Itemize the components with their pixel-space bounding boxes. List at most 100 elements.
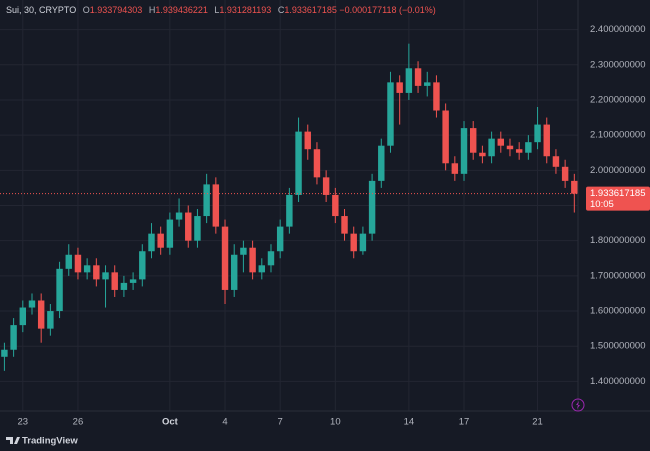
plot: 2.400000000 2.300000000 2.200000000 2.10000…	[0, 0, 650, 428]
candle-body	[424, 82, 431, 86]
candle-body	[129, 279, 137, 283]
candle-body	[332, 194, 339, 217]
candle-body	[221, 226, 229, 290]
candle-body	[414, 68, 422, 86]
candle-body	[93, 265, 100, 280]
legend-header: Sui, 30, CRYPTO O1.933794303 H1.93943622…	[6, 5, 436, 15]
brand: TradingView	[22, 436, 78, 447]
x-tick-label: 17	[459, 417, 470, 428]
price-tag-value: 1.933617185	[590, 188, 645, 199]
candle-body	[552, 156, 560, 167]
open: 1.933794303	[89, 5, 143, 15]
x-tick-label: 23	[18, 417, 29, 428]
candle-body	[148, 233, 155, 252]
candle-body	[460, 128, 468, 174]
x-tick-label: Oct	[162, 417, 179, 428]
candle-body	[387, 82, 394, 146]
candle-body	[240, 247, 247, 255]
candle-body	[230, 254, 238, 290]
x-tick-label: 14	[404, 417, 415, 428]
candle-body	[479, 152, 486, 157]
y-tick-label: 1.600000000	[590, 306, 645, 317]
candle-body	[350, 233, 357, 252]
candle-body	[111, 272, 118, 290]
y-tick-label: 2.200000000	[590, 94, 645, 105]
h-label: H	[148, 5, 156, 15]
candle-body	[295, 131, 302, 195]
price-tag	[586, 186, 650, 211]
candle-body	[19, 307, 27, 326]
x-tick-label: 4	[222, 417, 227, 428]
candle-body	[56, 268, 63, 312]
candle-body	[396, 82, 403, 93]
y-tick-label: 1.800000000	[590, 235, 645, 246]
y-tick-label: 2.400000000	[590, 24, 645, 35]
candle-body	[543, 124, 550, 157]
y-tick-label: 2.300000000	[590, 59, 645, 70]
candle-body	[10, 325, 17, 350]
candle-body	[405, 68, 413, 93]
candle-body	[185, 212, 192, 241]
candle-body	[571, 180, 578, 194]
candle-body	[249, 247, 256, 273]
candle-body	[322, 177, 330, 195]
low: 1.931281193	[219, 5, 272, 15]
candle-body	[1, 349, 8, 357]
o-label: O	[82, 5, 90, 15]
candle-body	[341, 216, 348, 234]
close: 1.933617185	[284, 5, 337, 15]
high: 1.939436221	[155, 5, 208, 15]
candle-body	[203, 184, 210, 217]
candle-body	[313, 149, 321, 178]
candle-body	[304, 131, 311, 150]
y-tick-label: 1.500000000	[590, 341, 645, 352]
candle-body	[258, 265, 266, 273]
candle-body	[102, 272, 109, 280]
candle-body	[157, 233, 164, 248]
candle-body	[37, 300, 45, 329]
candle-body	[175, 212, 183, 220]
candle-body	[120, 282, 128, 290]
candle-body	[194, 216, 201, 241]
symbol: Sui, 30, CRYPTO	[6, 5, 77, 15]
candle-body	[368, 180, 376, 234]
candle-body	[525, 142, 532, 153]
candle-body	[442, 110, 449, 164]
y-tick-label: 1.700000000	[590, 270, 645, 281]
y-tick-label: 2.100000000	[590, 130, 645, 141]
candle-body	[286, 194, 293, 227]
x-tick-label: 10	[330, 417, 341, 428]
candle-body	[561, 166, 569, 181]
candle-body	[83, 265, 91, 273]
candle-body	[534, 124, 541, 143]
candle-body	[515, 149, 523, 153]
candle-body	[378, 145, 385, 181]
candle-body	[469, 128, 477, 153]
candle-body	[433, 82, 440, 111]
c-label: C	[277, 5, 285, 15]
candle-body	[65, 254, 72, 269]
countdown: 10:05	[590, 199, 614, 210]
candle-body	[47, 311, 54, 329]
candle-body	[497, 138, 505, 146]
candle-body	[74, 254, 82, 273]
x-tick-label: 26	[73, 417, 84, 428]
candle-body	[276, 226, 284, 252]
candle-body	[212, 184, 220, 227]
alert-icon[interactable]	[571, 398, 585, 412]
candle-body	[139, 251, 146, 280]
x-tick-label: 21	[532, 417, 543, 428]
candle-body	[488, 138, 495, 157]
trading-view-logo	[6, 437, 20, 444]
candle-body	[166, 219, 174, 248]
l-label: L	[214, 5, 220, 15]
candle-body	[267, 251, 275, 266]
candle-body	[28, 300, 36, 308]
y-tick-label: 1.400000000	[590, 376, 645, 387]
candle-body	[451, 163, 459, 174]
y-tick-label: 2.000000000	[590, 165, 645, 176]
candle-body	[506, 145, 514, 150]
change: −0.000177118 (−0.01%)	[339, 5, 436, 15]
